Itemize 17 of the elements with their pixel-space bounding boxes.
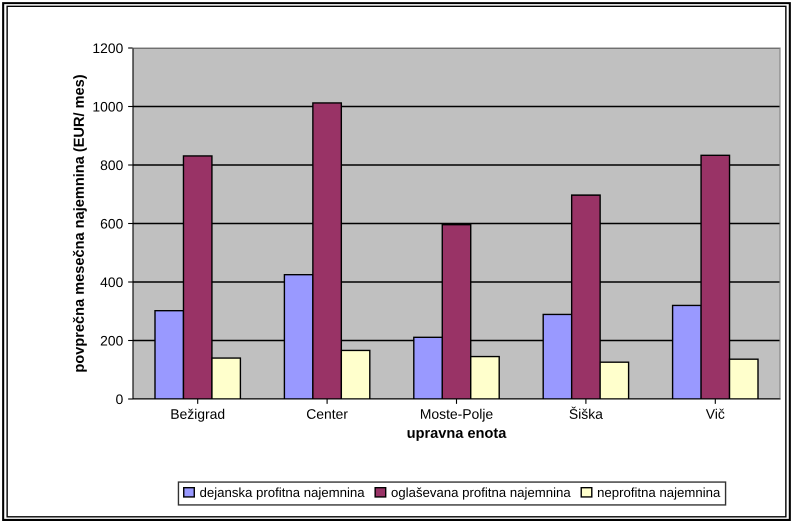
- y-tick-label: 1000: [93, 102, 123, 112]
- x-tick-label: Center: [306, 409, 348, 419]
- legend-label: oglaševana profitna najemnina: [392, 487, 571, 500]
- x-tick-label: Bežigrad: [171, 408, 224, 422]
- y-tick-label: 1200: [93, 43, 123, 54]
- legend-label: dejanska profitna najemnina: [200, 487, 365, 500]
- y-tick-label: 600: [100, 218, 123, 229]
- y-tick-label: 200: [100, 336, 123, 346]
- y-axis-title: povprečna mesečna najemnina (EUR/ mes): [72, 75, 87, 372]
- legend-label: neprofitna najemnina: [598, 487, 720, 500]
- x-tick-label: Moste-Polje: [420, 408, 493, 422]
- y-tick-label: 800: [100, 160, 123, 170]
- y-tick-label: 400: [100, 277, 123, 288]
- x-tick-label: Vič: [706, 408, 724, 419]
- y-tick-label: 0: [116, 394, 123, 404]
- x-tick-label: Šiška: [570, 406, 603, 419]
- x-axis-title: upravna enota: [408, 428, 506, 441]
